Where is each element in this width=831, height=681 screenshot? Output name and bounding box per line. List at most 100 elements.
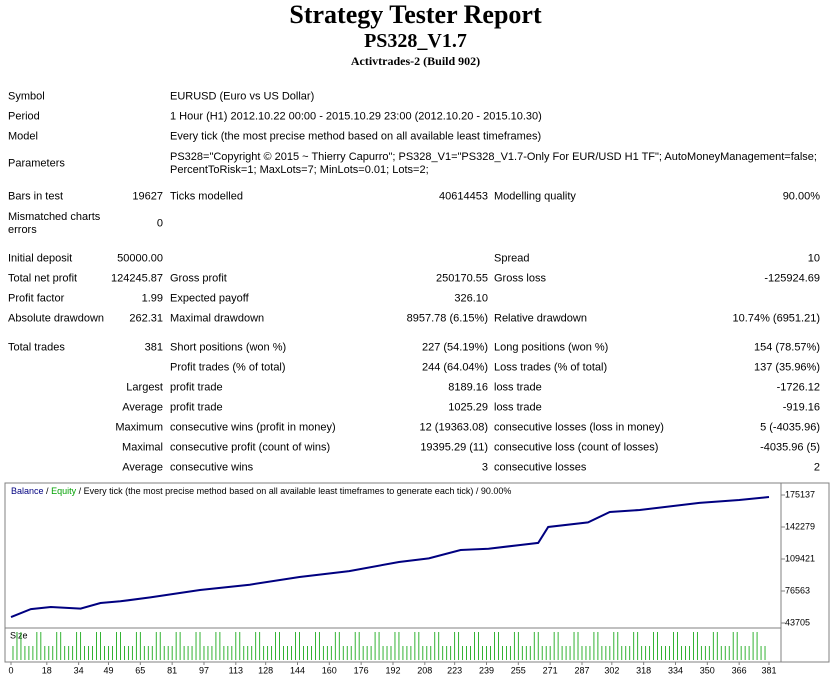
cell-label2: Expected payoff	[170, 292, 249, 305]
cell-value3: 137 (35.96%)	[753, 361, 820, 374]
cell-label3: Relative drawdown	[494, 312, 587, 325]
x-tick-label: 113	[229, 665, 243, 675]
cell-label: Absolute drawdown	[8, 312, 105, 325]
cell-value: 1.99	[141, 292, 163, 305]
cell-value3: 10	[807, 252, 820, 265]
cell-label: Symbol	[8, 90, 45, 103]
cell-value2: 19395.29 (11)	[420, 441, 488, 454]
chart-legend: Balance / Equity / Every tick (the most …	[11, 486, 511, 496]
cell-value2: 227 (54.19%)	[421, 341, 488, 354]
cell-value2: 40614453	[439, 190, 488, 203]
cell-heading: Average	[122, 401, 163, 414]
cell-label: Bars in test	[8, 190, 64, 203]
cell-heading: Maximal	[122, 441, 163, 454]
cell-label3: loss trade	[494, 381, 542, 394]
cell-value3: 2	[813, 461, 820, 474]
server-name: Activtrades-2 (Build 902)	[350, 54, 481, 68]
cell-text: PS328="Copyright © 2015 ~ Thierry Capurr…	[170, 151, 817, 176]
y-tick-label: 76563	[785, 585, 810, 595]
chart-caption: Every tick (the most precise method base…	[84, 486, 512, 496]
cell-value2: 8957.78 (6.15%)	[406, 312, 488, 325]
x-tick-label: 350	[700, 665, 715, 675]
cell-label: Parameters	[8, 157, 65, 170]
cell-label2: Gross profit	[170, 272, 227, 285]
y-tick-label: 43705	[785, 617, 810, 627]
cell-text: EURUSD (Euro vs US Dollar)	[170, 90, 315, 103]
x-tick-label: 334	[668, 665, 683, 675]
x-tick-label: 271	[543, 665, 558, 675]
cell-label2: consecutive wins	[170, 461, 254, 474]
balance-chart: Balance / Equity / Every tick (the most …	[4, 482, 830, 675]
x-tick-label: 49	[103, 665, 113, 675]
cell-text: 1 Hour (H1) 2012.10.22 00:00 - 2015.10.2…	[170, 110, 542, 123]
x-tick-label: 81	[167, 665, 177, 675]
cell-text: Every tick (the most precise method base…	[170, 130, 542, 143]
x-tick-label: 0	[8, 665, 13, 675]
cell-label2: consecutive wins (profit in money)	[170, 421, 336, 434]
cell-label2: profit trade	[170, 401, 223, 414]
cell-label: Initial deposit	[8, 252, 73, 265]
cell-value3: 154 (78.57%)	[753, 341, 820, 354]
cell-value3: -1726.12	[776, 381, 820, 394]
balance-line	[10, 496, 770, 619]
cell-value2: 250170.55	[436, 272, 488, 285]
x-tick-label: 287	[574, 665, 589, 675]
cell-value2: 244 (64.04%)	[421, 361, 488, 374]
chart-frame	[4, 482, 830, 663]
x-tick-label: 381	[761, 665, 776, 675]
size-label: Size	[10, 630, 28, 640]
report-title: Strategy Tester Report	[289, 0, 542, 29]
x-tick-label: 302	[604, 665, 619, 675]
cell-label: Model	[8, 130, 38, 143]
cell-label3: Loss trades (% of total)	[494, 361, 608, 374]
cell-value: 50000.00	[117, 252, 163, 265]
cell-heading: Average	[122, 461, 163, 474]
cell-value3: -919.16	[782, 401, 820, 414]
cell-value: 381	[144, 341, 163, 354]
x-tick-label: 97	[199, 665, 209, 675]
x-tick-label: 176	[354, 665, 369, 675]
cell-value2: 3	[481, 461, 488, 474]
x-tick-label: 223	[447, 665, 462, 675]
cell-value3: 90.00%	[782, 190, 820, 203]
x-tick-label: 239	[479, 665, 494, 675]
cell-label3: Gross loss	[494, 272, 546, 285]
x-tick-label: 160	[322, 665, 337, 675]
cell-label: Total net profit	[8, 272, 78, 285]
legend-balance: Balance	[11, 486, 44, 496]
cell-label3: Modelling quality	[494, 190, 576, 203]
legend-equity: Equity	[51, 486, 77, 496]
cell-value3: 10.74% (6951.21)	[732, 312, 820, 325]
cell-label2: Profit trades (% of total)	[170, 361, 286, 374]
cell-value: 19627	[132, 190, 163, 203]
cell-value2: 12 (19363.08)	[419, 421, 489, 434]
cell-label2: profit trade	[170, 381, 223, 394]
cell-value: 262.31	[129, 312, 163, 325]
cell-value3: -125924.69	[764, 272, 820, 285]
x-tick-label: 144	[290, 665, 305, 675]
y-tick-label: 142279	[785, 521, 815, 531]
cell-label3: consecutive losses	[494, 461, 587, 474]
x-tick-label: 318	[636, 665, 651, 675]
x-tick-label: 65	[135, 665, 145, 675]
cell-value: 124245.87	[111, 272, 163, 285]
y-tick-label: 175137	[785, 489, 815, 499]
legend-separator: /	[79, 486, 82, 496]
cell-label2: Short positions (won %)	[170, 341, 287, 354]
cell-label: Total trades	[8, 341, 65, 354]
x-tick-label: 255	[511, 665, 526, 675]
x-tick-label: 128	[258, 665, 273, 675]
y-tick-label: 109421	[785, 553, 815, 563]
cell-label3: consecutive losses (loss in money)	[494, 421, 664, 434]
cell-heading: Maximum	[115, 421, 163, 434]
cell-label: Profit factor	[8, 292, 65, 305]
cell-label2: Maximal drawdown	[170, 312, 265, 325]
expert-name: PS328_V1.7	[364, 30, 467, 52]
cell-label3: Spread	[494, 252, 530, 265]
cell-value2: 1025.29	[448, 401, 488, 414]
cell-label3: consecutive loss (count of losses)	[494, 441, 659, 454]
cell-value3: -4035.96 (5)	[760, 441, 820, 454]
cell-value: 0	[156, 217, 163, 230]
cell-label: Period	[8, 110, 40, 123]
